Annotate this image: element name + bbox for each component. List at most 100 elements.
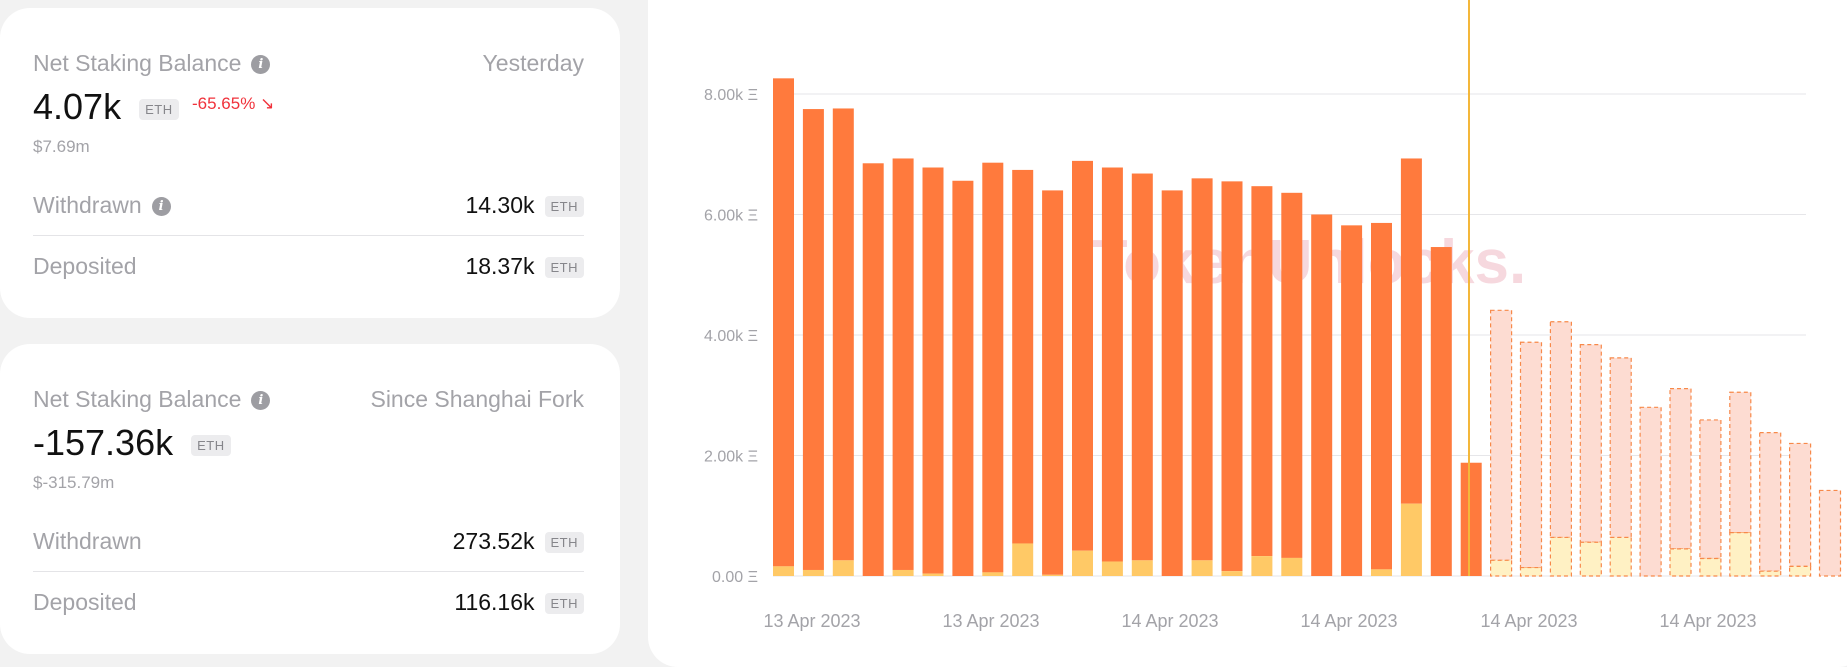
bar-deposited-forecast [1788, 565, 1812, 577]
bar-deposited-forecast [1699, 557, 1722, 577]
x-tick-label: 14 Apr 2023 [1300, 611, 1397, 631]
bar-deposited-forecast [1489, 559, 1513, 577]
deposited-number: 18.37k [465, 253, 535, 279]
bar-deposited [773, 566, 794, 576]
bar-deposited [802, 569, 824, 576]
net-balance-value: 4.07k ETH [33, 86, 179, 128]
bar-withdrawn-forecast [1639, 406, 1662, 577]
bar-deposited-forecast [1579, 541, 1602, 577]
period-label: Yesterday [482, 50, 584, 76]
bar-deposited-forecast [1519, 566, 1543, 577]
bar-deposited [1101, 561, 1123, 576]
usd-value: $-315.79m [33, 473, 115, 492]
eth-unit-tag: ETH [191, 434, 231, 456]
x-tick-label: 14 Apr 2023 [1480, 611, 1577, 631]
info-icon[interactable]: i [151, 197, 171, 217]
bar-withdrawn [1042, 190, 1064, 575]
change-percent: -65.65% ↘ [192, 94, 274, 114]
bar-deposited-forecast [1759, 570, 1782, 577]
bar-withdrawn [952, 180, 974, 576]
withdrawn-label: Withdrawn [33, 528, 142, 554]
x-tick-label: 13 Apr 2023 [942, 611, 1039, 631]
withdrawn-row-label: Withdrawn i [33, 192, 171, 219]
bar-withdrawn-forecast [1489, 309, 1513, 561]
divider [33, 571, 584, 572]
info-icon[interactable]: i [251, 55, 271, 75]
deposited-value: 116.16k ETH [454, 589, 584, 616]
x-tick-label: 13 Apr 2023 [763, 611, 860, 631]
bar-deposited-forecast [1669, 548, 1692, 577]
bar-withdrawn [1161, 190, 1183, 576]
bar-deposited [892, 569, 914, 576]
bar-withdrawn-forecast [1669, 388, 1692, 550]
y-tick-label: 4.00k Ξ [704, 328, 758, 345]
bar-withdrawn-forecast [1759, 432, 1782, 572]
watermark-text: TokenUnlocks. [1090, 228, 1526, 297]
net-staking-balance-label-text: Net Staking Balance [33, 50, 242, 76]
eth-unit-tag: ETH [544, 196, 584, 218]
eth-unit-tag: ETH [544, 593, 584, 615]
withdrawn-number: 273.52k [452, 528, 535, 554]
bar-withdrawn-forecast [1609, 357, 1632, 539]
arrow-down-right-icon: ↘ [260, 94, 275, 113]
deposited-value: 18.37k ETH [465, 253, 584, 280]
net-staking-balance-label-text: Net Staking Balance [33, 386, 242, 412]
bar-withdrawn [1131, 173, 1153, 561]
bar-withdrawn [1400, 158, 1422, 504]
bar-withdrawn-forecast [1699, 419, 1722, 560]
withdrawn-number: 14.30k [465, 192, 535, 218]
bar-withdrawn [832, 108, 854, 561]
bar-withdrawn-forecast [1818, 489, 1842, 577]
change-percent-value: -65.65% [192, 94, 256, 113]
bar-withdrawn [982, 162, 1004, 573]
y-tick-label: 0.00 Ξ [712, 569, 758, 586]
y-tick-label: 6.00k Ξ [704, 208, 758, 225]
bar-deposited [1131, 560, 1153, 576]
bar-withdrawn [773, 78, 794, 567]
x-tick-label: 14 Apr 2023 [1659, 611, 1756, 631]
bar-deposited [1400, 503, 1422, 576]
bar-withdrawn [862, 163, 884, 576]
bar-withdrawn-forecast [1519, 341, 1543, 569]
bar-deposited [922, 573, 944, 576]
bar-deposited [1012, 543, 1034, 576]
y-tick-label: 8.00k Ξ [704, 87, 758, 104]
bar-deposited [832, 560, 854, 576]
divider [33, 235, 584, 236]
bar-withdrawn [1281, 192, 1303, 558]
bar-withdrawn-forecast [1729, 391, 1752, 534]
bar-withdrawn-forecast [1788, 442, 1812, 567]
info-icon[interactable]: i [251, 391, 271, 411]
bar-deposited [1281, 557, 1303, 576]
stats-card-since-shanghai: Net Staking Balance i Since Shanghai Fork… [0, 344, 620, 654]
bar-deposited [1191, 560, 1213, 576]
bar-withdrawn [1371, 222, 1392, 570]
bar-withdrawn [1430, 247, 1452, 576]
bar-deposited [982, 572, 1004, 576]
bar-withdrawn [1101, 167, 1123, 562]
bar-withdrawn [1072, 160, 1093, 551]
y-tick-label: 2.00k Ξ [704, 449, 758, 466]
deposited-label: Deposited [33, 589, 137, 615]
bar-withdrawn [1191, 178, 1213, 561]
bar-deposited [1371, 569, 1392, 576]
bar-withdrawn [1460, 462, 1482, 576]
staking-bar-chart[interactable]: TokenUnlocks. 0.00 Ξ 2.00k Ξ 4.00k Ξ 6.00k Ξ… [648, 0, 1847, 667]
bar-deposited-forecast [1549, 536, 1573, 577]
bar-deposited [1251, 556, 1273, 576]
bar-withdrawn [1311, 214, 1333, 576]
eth-unit-tag: ETH [139, 98, 179, 120]
net-staking-balance-label: Net Staking Balance i [33, 50, 271, 77]
period-label: Since Shanghai Fork [370, 386, 584, 412]
net-staking-balance-label: Net Staking Balance i [33, 386, 271, 413]
bar-withdrawn-forecast [1579, 344, 1602, 543]
withdrawn-value: 14.30k ETH [465, 192, 584, 219]
net-balance-number: -157.36k [33, 422, 174, 463]
bar-withdrawn [1251, 186, 1273, 557]
net-balance-value: -157.36k ETH [33, 422, 231, 464]
bar-withdrawn [1341, 225, 1363, 576]
usd-value: $7.69m [33, 137, 90, 156]
withdrawn-label: Withdrawn [33, 192, 142, 218]
bar-withdrawn [802, 109, 824, 570]
x-tick-label: 14 Apr 2023 [1121, 611, 1218, 631]
